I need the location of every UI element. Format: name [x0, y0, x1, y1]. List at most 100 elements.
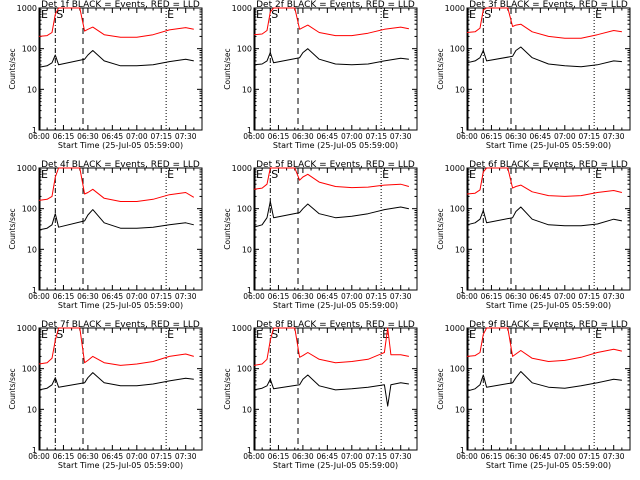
y-tick-label: 100 — [237, 45, 252, 54]
plot-frame — [38, 167, 203, 291]
series-line-events — [38, 372, 194, 391]
x-tick-label: 07:30 — [175, 132, 197, 141]
x-tick-label: 06:30 — [292, 292, 314, 301]
x-tick-label: 07:30 — [175, 452, 197, 461]
event-marker-label: S — [271, 168, 278, 181]
x-tick-label: 06:15 — [268, 452, 290, 461]
y-tick-label: 1 — [32, 126, 37, 135]
chart-panel-4: Det 4f BLACK = Events, RED = LLD 1 10 100 10… — [8, 160, 203, 310]
event-marker-label: E — [167, 168, 174, 181]
series-line-lld — [466, 327, 623, 362]
event-marker-label: E — [595, 328, 602, 341]
y-tick-label: 10 — [242, 405, 252, 414]
x-tick-label: 07:00 — [341, 292, 363, 301]
x-axis-label: Start Time (25-Jul-05 05:59:00) — [486, 461, 611, 470]
event-marker-label: E — [256, 328, 263, 341]
series-line-lld — [253, 7, 409, 37]
event-marker-label: E — [469, 8, 476, 21]
series-line-events — [466, 206, 623, 227]
y-tick-label: 1 — [32, 286, 37, 295]
y-axis-label: Counts/sec — [223, 48, 232, 89]
y-tick-label: 10 — [455, 245, 465, 254]
x-tick-label: 07:00 — [126, 452, 148, 461]
y-axis-label: Counts/sec — [223, 208, 232, 249]
x-tick-label: 06:00 — [456, 292, 478, 301]
series-line-events — [253, 374, 409, 407]
x-tick-label: 06:45 — [102, 292, 124, 301]
x-tick-label: 06:00 — [28, 452, 50, 461]
chart-title: Det 6f BLACK = Events, RED = LLD — [469, 160, 628, 170]
plot-frame — [466, 7, 631, 131]
chart-panel-5: Det 5f BLACK = Events, RED = LLD 1 10 100 10… — [223, 160, 418, 310]
x-tick-label: 06:00 — [28, 132, 50, 141]
y-tick-label: 1 — [247, 286, 252, 295]
chart-title: Det 4f BLACK = Events, RED = LLD — [41, 160, 200, 170]
x-tick-label: 06:15 — [481, 132, 503, 141]
chart-title: Det 9f BLACK = Events, RED = LLD — [469, 320, 628, 330]
chart-title: Det 8f BLACK = Events, RED = LLD — [256, 320, 415, 330]
series-line-lld — [253, 327, 410, 366]
y-tick-label: 1000 — [17, 324, 37, 333]
x-tick-label: 07:15 — [578, 132, 600, 141]
x-axis-label: Start Time (25-Jul-05 05:59:00) — [58, 301, 183, 310]
x-tick-label: 07:15 — [150, 452, 172, 461]
chart-panel-2: Det 2f BLACK = Events, RED = LLD 1 10 100 10… — [223, 0, 418, 150]
event-marker-label: E — [382, 328, 389, 341]
x-tick-label: 07:00 — [554, 292, 576, 301]
y-tick-label: 1000 — [445, 164, 465, 173]
x-tick-label: 06:45 — [530, 292, 552, 301]
chart-title: Det 3f BLACK = Events, RED = LLD — [469, 0, 628, 10]
y-tick-label: 1 — [247, 446, 252, 455]
event-marker-label: S — [484, 8, 491, 21]
x-tick-label: 07:30 — [603, 292, 625, 301]
x-axis-label: Start Time (25-Jul-05 05:59:00) — [58, 141, 183, 150]
x-tick-label: 06:15 — [268, 132, 290, 141]
x-tick-label: 07:30 — [603, 132, 625, 141]
y-tick-label: 1000 — [445, 324, 465, 333]
x-tick-label: 06:15 — [481, 452, 503, 461]
y-tick-label: 10 — [242, 245, 252, 254]
x-tick-label: 06:30 — [77, 132, 99, 141]
y-tick-label: 10 — [455, 85, 465, 94]
y-tick-label: 10 — [27, 85, 37, 94]
y-tick-label: 100 — [450, 365, 465, 374]
y-tick-label: 10 — [27, 245, 37, 254]
x-tick-label: 06:30 — [292, 452, 314, 461]
x-tick-label: 06:00 — [243, 132, 265, 141]
x-tick-label: 07:15 — [365, 292, 387, 301]
x-axis-label: Start Time (25-Jul-05 05:59:00) — [273, 301, 398, 310]
x-tick-label: 06:15 — [268, 292, 290, 301]
event-marker-label: S — [56, 8, 63, 21]
event-marker-label: E — [469, 168, 476, 181]
x-tick-label: 07:30 — [390, 292, 412, 301]
series-line-lld — [38, 167, 195, 202]
y-axis-label: Counts/sec — [436, 208, 445, 249]
x-axis-label: Start Time (25-Jul-05 05:59:00) — [486, 141, 611, 150]
event-marker-label: E — [256, 8, 263, 21]
series-line-events — [466, 371, 622, 392]
x-tick-label: 07:15 — [365, 452, 387, 461]
x-tick-label: 07:15 — [578, 292, 600, 301]
x-tick-label: 07:00 — [126, 132, 148, 141]
y-tick-label: 1 — [247, 126, 252, 135]
y-tick-label: 1 — [460, 446, 465, 455]
chart-panel-7: Det 7f BLACK = Events, RED = LLD 1 10 100 10… — [8, 320, 203, 470]
x-tick-label: 06:15 — [481, 292, 503, 301]
y-tick-label: 1 — [460, 126, 465, 135]
x-tick-label: 07:15 — [150, 292, 172, 301]
y-tick-label: 1000 — [445, 4, 465, 13]
chart-panel-9: Det 9f BLACK = Events, RED = LLD 1 10 100 10… — [436, 320, 631, 470]
chart-title: Det 2f BLACK = Events, RED = LLD — [256, 0, 415, 10]
event-marker-label: E — [382, 168, 389, 181]
x-axis-label: Start Time (25-Jul-05 05:59:00) — [273, 461, 398, 470]
x-axis-label: Start Time (25-Jul-05 05:59:00) — [273, 141, 398, 150]
y-axis-label: Counts/sec — [436, 48, 445, 89]
y-tick-label: 100 — [22, 365, 37, 374]
x-tick-label: 06:00 — [28, 292, 50, 301]
x-tick-label: 07:30 — [603, 452, 625, 461]
series-line-events — [253, 201, 410, 228]
event-marker-label: E — [256, 168, 263, 181]
plot-frame — [253, 7, 418, 131]
series-line-lld — [38, 7, 194, 38]
series-line-events — [38, 209, 194, 231]
